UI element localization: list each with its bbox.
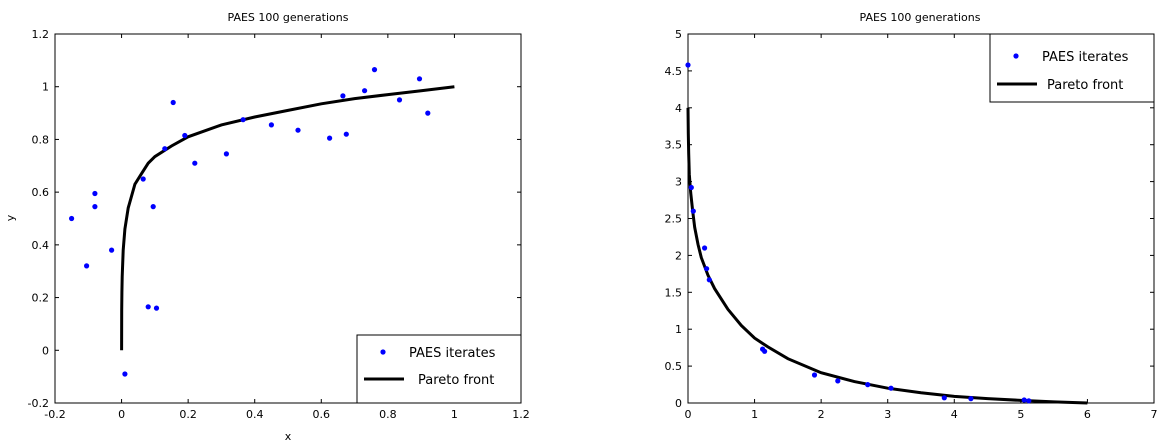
chart-1-paes-point bbox=[295, 127, 301, 133]
chart-1-xlabel: x bbox=[285, 430, 292, 443]
chart-1-xtick-label: 1 bbox=[451, 408, 458, 421]
chart-2-paes-point bbox=[968, 396, 974, 402]
chart-1-ytick-label: 1 bbox=[42, 81, 49, 94]
chart-2-xtick-label: 5 bbox=[1017, 408, 1024, 421]
chart-1-paes-point bbox=[416, 76, 423, 82]
chart-2-ytick-label: 0 bbox=[675, 397, 682, 410]
chart-1-paes-point bbox=[170, 99, 176, 106]
chart-2-paes-point bbox=[865, 382, 871, 388]
chart-1-paes-point bbox=[182, 132, 188, 139]
chart-2-paes-point bbox=[811, 372, 818, 378]
chart-2-paes-point bbox=[1021, 397, 1027, 403]
chart-1-xtick-label: -0.2 bbox=[44, 408, 65, 421]
chart-1-ytick-label: 0.4 bbox=[32, 239, 50, 252]
chart-1-paes-point bbox=[84, 263, 90, 269]
chart-1-ytick-label: 0.2 bbox=[32, 292, 50, 305]
chart-1-ytick-label: 0.8 bbox=[32, 133, 50, 146]
chart-2-paes-point bbox=[941, 395, 947, 401]
chart-2-xtick-label: 6 bbox=[1084, 408, 1091, 421]
chart-2-paes-point bbox=[688, 184, 694, 191]
chart-1-ytick-label: -0.2 bbox=[28, 397, 49, 410]
chart-2-paes-point bbox=[835, 378, 841, 384]
chart-1-paes-point bbox=[240, 117, 246, 123]
chart-1-xtick-label: 0.2 bbox=[179, 408, 197, 421]
chart-2-xtick-label: 7 bbox=[1151, 408, 1158, 421]
chart-1-paes-point bbox=[150, 204, 156, 210]
chart-2-legend-line-label: Pareto front bbox=[1047, 78, 1123, 93]
chart-2-xtick-label: 2 bbox=[818, 408, 825, 421]
chart-2-paes-point bbox=[1026, 398, 1032, 404]
chart-2-pareto-front-line bbox=[686, 107, 1088, 405]
chart-2-ytick-label: 1 bbox=[675, 323, 682, 336]
chart-2-ticks: 0 1 2 3 4 5 6 7 0 0.5 1 1.5 2 2.5 3 3.5 4 4.5 5 bbox=[665, 28, 1158, 421]
chart-2-paes-point bbox=[685, 62, 691, 68]
chart-1: PAES 100 generations -0.2 0 0.2 0.4 0.6 0.8 1 1… bbox=[4, 11, 530, 443]
chart-1-xtick-label: 0.4 bbox=[246, 408, 264, 421]
chart-1-paes-point bbox=[145, 304, 151, 310]
chart-1-xtick-label: 0 bbox=[118, 408, 125, 421]
chart-2-ytick-label: 3 bbox=[675, 176, 682, 189]
chart-1-paes-point bbox=[425, 110, 431, 116]
chart-1-paes-point bbox=[140, 176, 146, 182]
chart-2-title: PAES 100 generations bbox=[860, 11, 981, 24]
chart-1-paes-point bbox=[153, 305, 160, 311]
chart-1-paes-point bbox=[340, 93, 346, 99]
chart-2-xtick-label: 4 bbox=[951, 408, 958, 421]
chart-1-paes-points bbox=[69, 67, 431, 377]
chart-2-paes-point bbox=[888, 385, 894, 391]
chart-2-legend-points-marker bbox=[1013, 53, 1019, 59]
chart-1-legend: PAES iterates Pareto front bbox=[356, 334, 522, 404]
chart-1-pareto-front-line bbox=[120, 85, 455, 351]
chart-2-ytick-label: 4 bbox=[675, 102, 682, 115]
chart-1-legend-line-label: Pareto front bbox=[418, 373, 494, 388]
chart-2-xtick-label: 3 bbox=[884, 408, 891, 421]
chart-1-paes-point bbox=[122, 371, 128, 377]
chart-1-xtick-label: 0.6 bbox=[313, 408, 331, 421]
chart-1-ytick-label: 0.6 bbox=[32, 186, 50, 199]
chart-1-ytick-label: 0 bbox=[42, 344, 49, 357]
chart-1-ylabel: y bbox=[4, 214, 17, 221]
chart-1-paes-point bbox=[371, 67, 378, 73]
chart-2-xtick-label: 1 bbox=[751, 408, 758, 421]
chart-2-ytick-label: 4.5 bbox=[665, 65, 683, 78]
chart-1-paes-point bbox=[396, 97, 403, 103]
chart-2-ytick-label: 5 bbox=[675, 28, 682, 41]
chart-1-paes-point bbox=[92, 204, 98, 210]
chart-1-xtick-label: 0.8 bbox=[379, 408, 397, 421]
chart-2-paes-points bbox=[685, 62, 1032, 404]
chart-1-paes-point bbox=[92, 190, 98, 197]
chart-1-paes-point bbox=[268, 122, 274, 128]
chart-1-title: PAES 100 generations bbox=[228, 11, 349, 24]
chart-2-paes-point bbox=[704, 266, 710, 272]
chart-1-paes-point bbox=[109, 247, 115, 253]
chart-1-plot-frame bbox=[54, 33, 522, 404]
chart-2-legend: PAES iterates Pareto front bbox=[989, 33, 1155, 103]
chart-2-paes-point bbox=[762, 348, 768, 354]
chart-2-paes-point bbox=[690, 208, 696, 214]
chart-2-paes-point bbox=[702, 245, 708, 251]
chart-1-paes-point bbox=[162, 146, 168, 152]
chart-1-legend-box bbox=[356, 334, 522, 404]
chart-1-ytick-label: 1.2 bbox=[32, 28, 50, 41]
chart-2-legend-points-label: PAES iterates bbox=[1042, 50, 1129, 65]
chart-1-paes-point bbox=[223, 151, 229, 157]
chart-2-ytick-label: 2.5 bbox=[665, 213, 683, 226]
chart-2-ytick-label: 1.5 bbox=[665, 286, 683, 299]
chart-2-legend-box bbox=[989, 33, 1155, 103]
chart-1-paes-point bbox=[69, 215, 75, 222]
chart-1-paes-point bbox=[343, 131, 349, 137]
chart-1-paes-point bbox=[327, 135, 333, 141]
chart-2-ytick-label: 0.5 bbox=[665, 360, 683, 373]
chart-1-xtick-label: 1.2 bbox=[512, 408, 530, 421]
chart-2-ytick-label: 2 bbox=[675, 249, 682, 262]
chart-1-legend-points-label: PAES iterates bbox=[409, 346, 496, 361]
chart-2-ytick-label: 3.5 bbox=[665, 139, 683, 152]
chart-2-xtick-label: 0 bbox=[685, 408, 692, 421]
chart-1-paes-point bbox=[192, 160, 198, 166]
chart-1-paes-point bbox=[362, 88, 368, 94]
chart-2-paes-point bbox=[706, 277, 712, 283]
chart-2: PAES 100 generations 0 1 2 3 4 5 6 7 0 0.5 1 1.5 2 2.… bbox=[665, 11, 1158, 421]
chart-1-legend-points-marker bbox=[380, 349, 386, 355]
